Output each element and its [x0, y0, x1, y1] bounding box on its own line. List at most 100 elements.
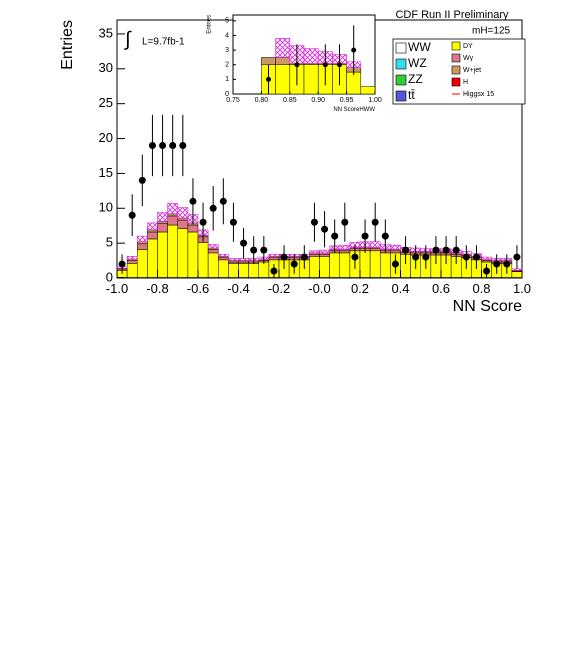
stack-bar: [197, 242, 209, 278]
stack-bar: [157, 221, 168, 224]
signal-bar: [369, 241, 381, 248]
signal-bar: [157, 212, 168, 222]
data-point: [159, 142, 167, 150]
stack-bar: [147, 231, 158, 240]
signal-bar: [511, 268, 523, 271]
data-point: [270, 267, 278, 275]
y-tick-label: 20: [99, 130, 113, 145]
stack-bar: [218, 257, 229, 261]
data-point: [493, 260, 501, 268]
x-tick-label: -0.2: [268, 281, 290, 296]
y-tick-label: 0: [106, 269, 113, 284]
legend-label: Wγ: [463, 55, 474, 62]
signal-bar: [228, 258, 239, 261]
stack-bar: [137, 249, 148, 278]
data-point: [351, 253, 359, 261]
stack-bar: [303, 64, 319, 95]
data-point: [280, 253, 288, 261]
stack-bar: [380, 252, 391, 278]
y-tick-label: 30: [99, 60, 113, 75]
legend-swatch: [395, 58, 407, 70]
stack-bar: [137, 241, 148, 245]
x-tick-label: 0.8: [472, 281, 490, 296]
stack-bar: [309, 254, 320, 257]
data-point: [266, 76, 271, 82]
data-point: [169, 142, 177, 150]
signal-bar: [126, 256, 138, 260]
data-point: [179, 142, 187, 150]
stack-bar: [187, 231, 199, 278]
legend-swatch: [395, 74, 407, 86]
stack-bar: [329, 252, 340, 278]
stack-bar: [167, 215, 178, 226]
data-point: [240, 239, 248, 247]
data-point: [351, 47, 357, 53]
signal-bar: [309, 250, 320, 254]
y-tick-label: 0: [225, 91, 229, 98]
stack-bar: [390, 250, 401, 254]
signal-bar: [136, 235, 148, 243]
chart-title: CDF Run II Preliminary: [395, 9, 509, 21]
legend-label: tt̄: [408, 88, 415, 102]
x-tick-label: 0.75: [226, 97, 240, 104]
stack-bar: [258, 261, 270, 278]
annotation: mH=125: [472, 26, 511, 37]
data-point: [294, 62, 300, 68]
stack-bar: [207, 252, 219, 278]
stack-bar: [275, 64, 291, 95]
data-point: [391, 260, 399, 268]
stack-bar: [207, 249, 219, 254]
stack-bar: [126, 260, 138, 264]
stack-bar: [238, 263, 249, 278]
data-point: [290, 260, 298, 268]
signal-bar: [177, 207, 189, 219]
data-point: [128, 211, 136, 219]
data-point: [371, 218, 379, 226]
y-tick-label: 4: [225, 32, 229, 39]
x-axis-label: NN Score: [453, 298, 522, 315]
stack-bar: [177, 217, 189, 221]
stack-bar: [275, 57, 291, 65]
y-tick-label: 15: [99, 165, 113, 180]
data-point: [361, 232, 369, 240]
data-point: [462, 253, 470, 261]
stack-bar: [359, 250, 371, 278]
y-tick-label: 25: [99, 95, 113, 110]
stack-bar: [339, 252, 351, 278]
x-tick-label: 0.95: [340, 97, 354, 104]
data-point: [331, 232, 339, 240]
x-tick-label: 1.00: [368, 97, 382, 104]
stack-bar: [157, 223, 168, 233]
y-tick-label: 2: [225, 62, 229, 69]
data-point: [250, 246, 258, 254]
stack-bar: [167, 224, 178, 278]
stack-bar: [319, 254, 330, 257]
signal-bar: [268, 253, 280, 257]
stack-bar: [218, 259, 229, 278]
data-point: [321, 225, 329, 233]
signal-bar: [167, 203, 179, 215]
y-tick-label: 3: [225, 47, 229, 54]
x-tick-label: -0.8: [146, 281, 168, 296]
signal-bar: [238, 258, 249, 261]
data-point: [209, 204, 217, 212]
x-tick-label: 0.2: [351, 281, 369, 296]
data-point: [412, 253, 420, 261]
annotation: L=9.7fb-1: [142, 37, 185, 48]
y-tick-label: 1: [225, 76, 229, 83]
data-point: [138, 176, 146, 184]
y-tick-label: 5: [106, 235, 113, 250]
stack-bar: [369, 250, 381, 278]
signal-bar: [390, 244, 401, 250]
signal-bar: [147, 222, 158, 231]
x-tick-label: 1.0: [513, 281, 531, 296]
stack-bar: [126, 263, 138, 278]
x-tick-label: -1.0: [106, 281, 128, 296]
stack-bar: [228, 263, 239, 278]
x-tick-label: 0.85: [283, 97, 297, 104]
stack-bar: [177, 219, 189, 229]
signal-bar: [481, 256, 492, 260]
y-tick-label: 5: [225, 18, 229, 25]
x-tick-label: 0.80: [255, 97, 269, 104]
signal-bar: [217, 253, 229, 257]
